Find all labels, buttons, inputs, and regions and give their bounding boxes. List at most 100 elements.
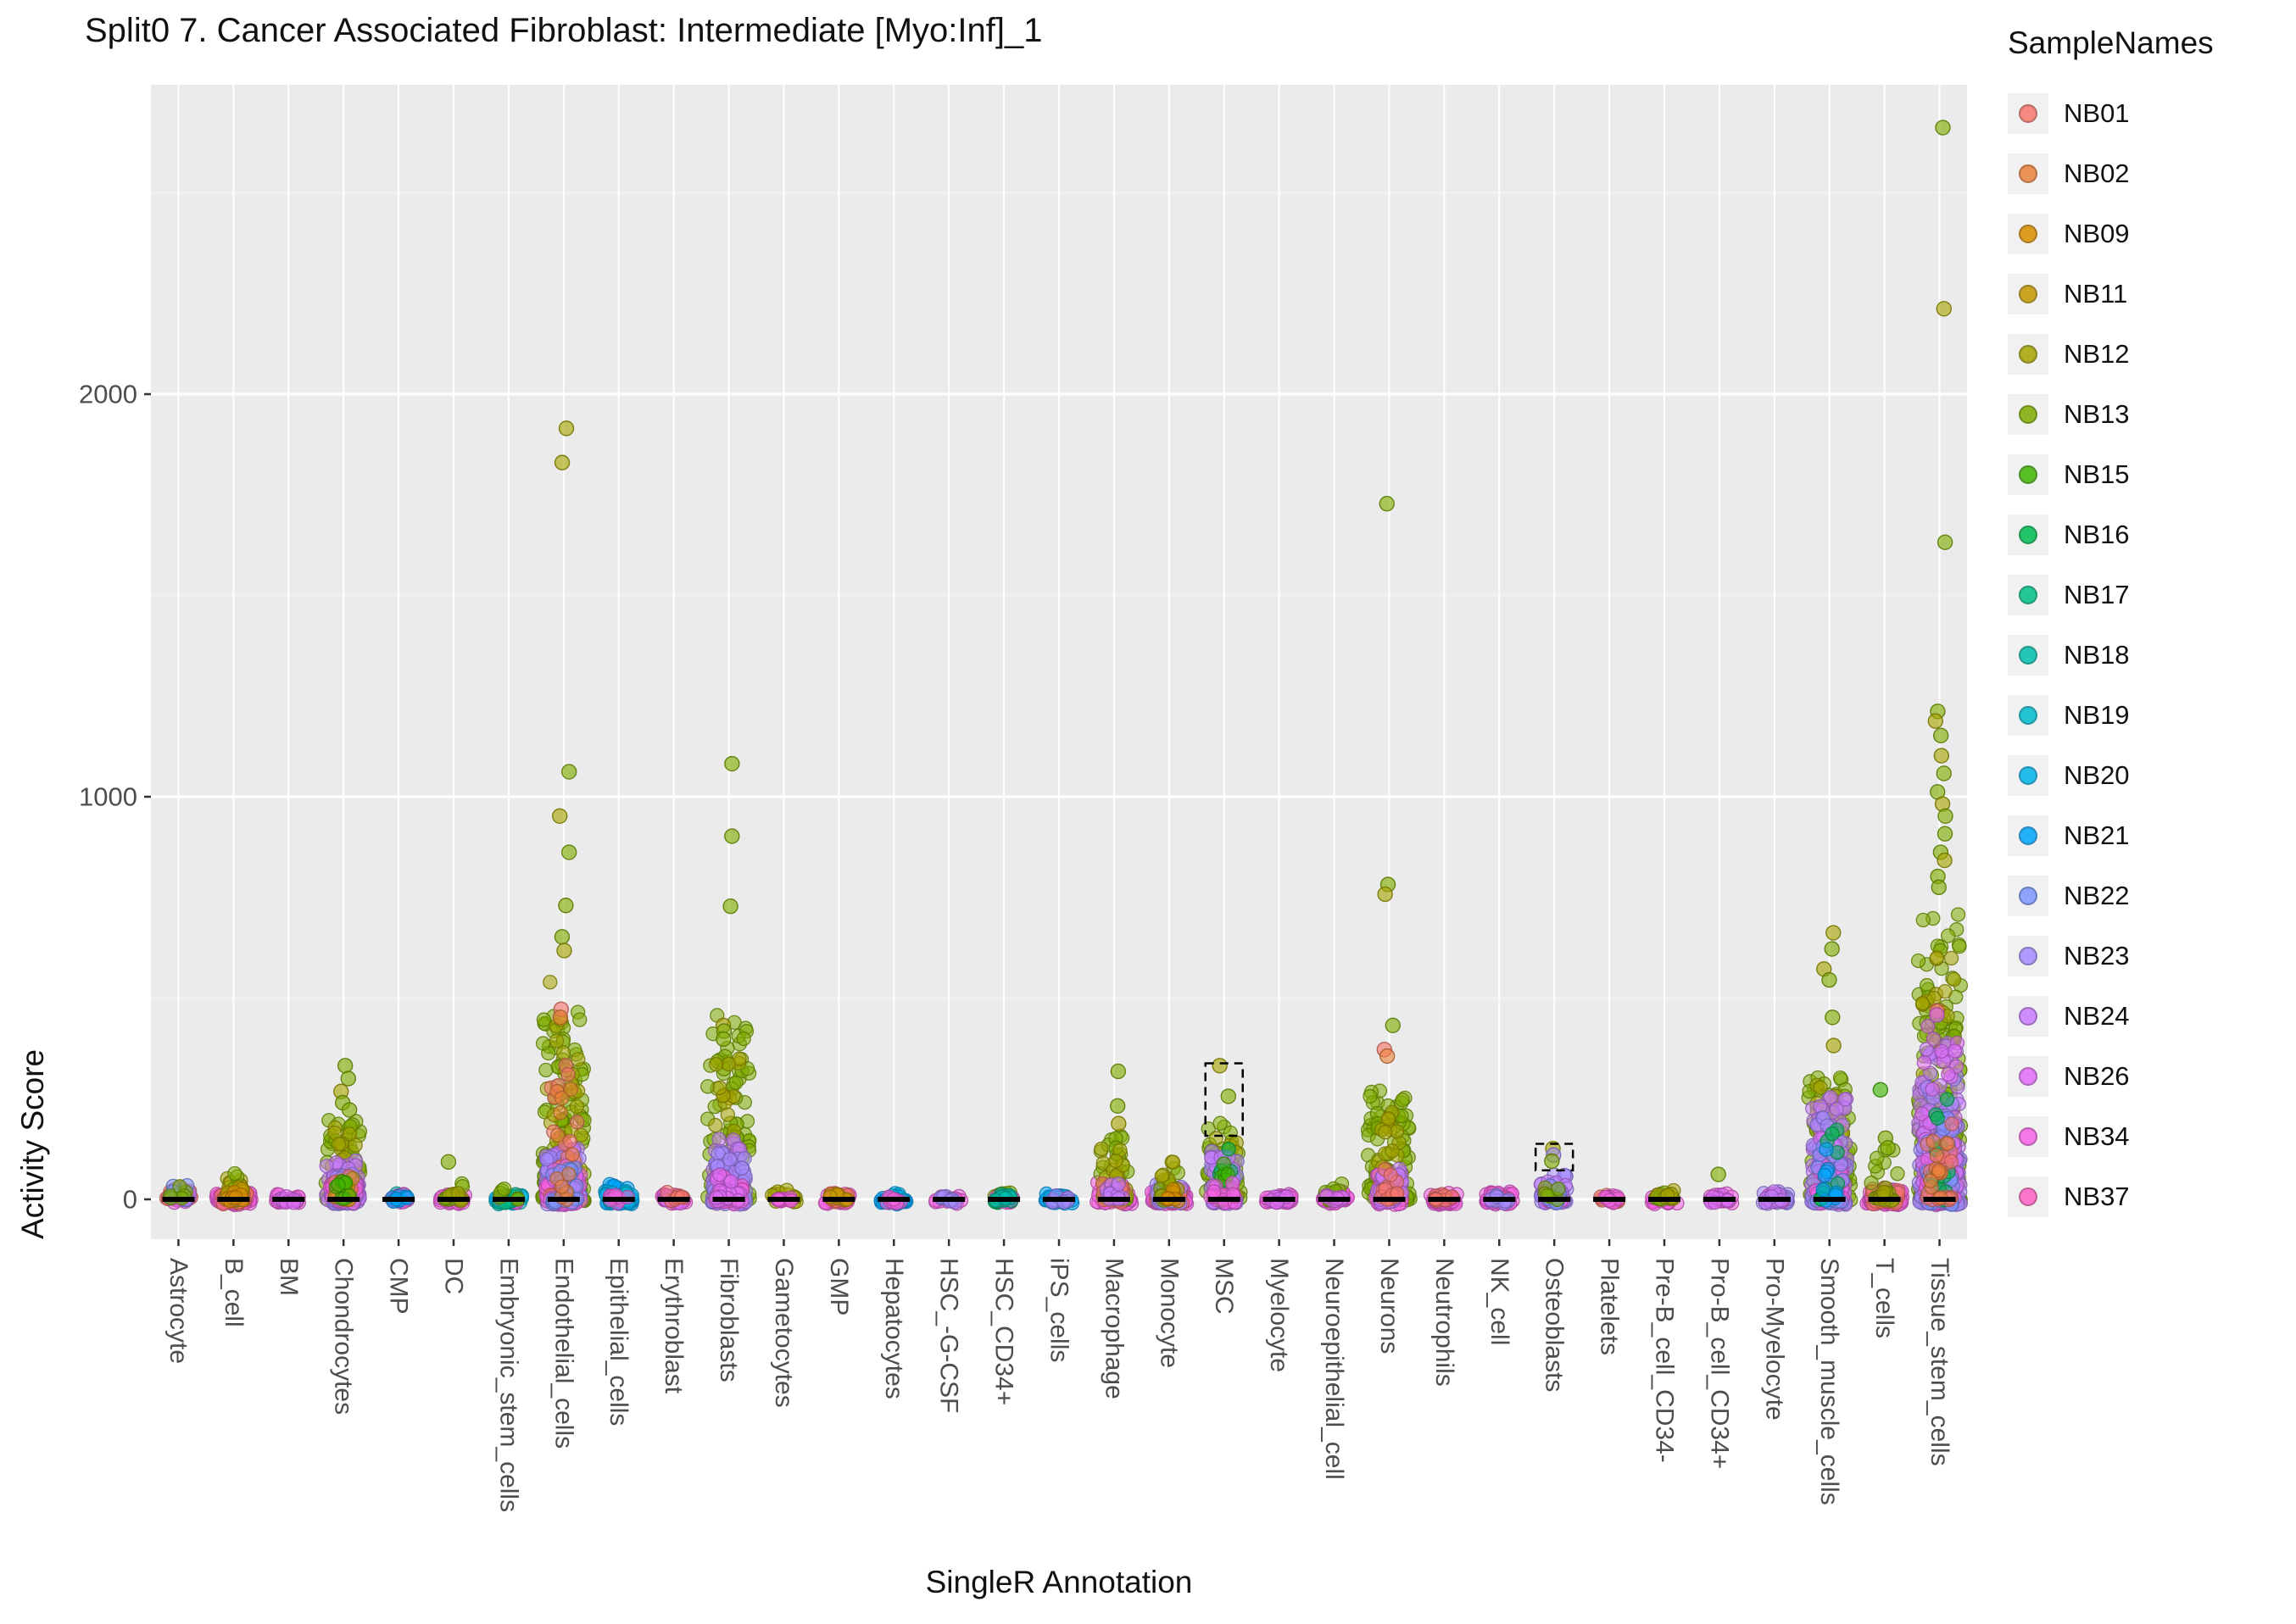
outlier-point	[552, 808, 568, 824]
x-axis-ticks: Astrocyte B_cell BM Chondrocytes CMP DC Embryo…	[164, 1239, 1953, 1512]
legend-key	[2008, 393, 2048, 435]
legend-item: NB12	[2008, 324, 2293, 384]
legend-item: NB01	[2008, 83, 2293, 143]
outlier-point	[1936, 301, 1952, 317]
legend-item-label: NB37	[2064, 1181, 2130, 1211]
outlier-point	[561, 844, 577, 860]
legend-item-label: NB17	[2064, 579, 2130, 609]
legend-item-label: NB11	[2064, 278, 2128, 309]
zero-boxplot-bars	[162, 1197, 1956, 1202]
legend-items: NB01 NB02 NB09 NB11 NB12 NB13 NB15 NB16 NB17 NB18…	[2008, 83, 2293, 1226]
legend-item-label: NB02	[2064, 158, 2130, 188]
sample-color-dot	[2019, 826, 2037, 845]
x-tick-label: Epithelial_cells	[605, 1258, 633, 1426]
x-tick-label: CMP	[385, 1258, 413, 1315]
x-tick-label: Endothelial_cells	[549, 1258, 577, 1449]
legend-item-label: NB19	[2064, 699, 2130, 730]
legend-key	[2008, 694, 2048, 736]
legend-item: NB15	[2008, 444, 2293, 504]
x-tick-label: Erythroblast	[660, 1258, 688, 1394]
outlier-point	[1111, 1115, 1127, 1132]
sample-color-dot	[2019, 404, 2037, 424]
outlier-point	[724, 828, 740, 844]
outlier-point	[440, 1154, 457, 1171]
x-tick-label: Hepatocytes	[880, 1258, 908, 1399]
sample-color-dot	[2019, 1187, 2037, 1206]
sample-color-dot	[2019, 464, 2037, 484]
legend-item-label: NB18	[2064, 639, 2130, 670]
outlier-point	[558, 898, 574, 914]
x-tick-label: Neuroepithelial_cell	[1320, 1258, 1348, 1480]
legend-item: NB20	[2008, 745, 2293, 805]
legend-key	[2008, 213, 2048, 254]
dashed-box-annotation	[1204, 1062, 1244, 1137]
outlier-point	[1937, 808, 1953, 824]
sample-color-dot	[2019, 765, 2037, 785]
outlier-point	[1379, 496, 1395, 512]
x-tick-label: T_cells	[1870, 1258, 1898, 1338]
outlier-point	[1936, 765, 1952, 781]
legend-key	[2008, 92, 2048, 134]
legend-item-label: NB20	[2064, 759, 2130, 790]
legend-item: NB26	[2008, 1046, 2293, 1106]
x-tick-label: MSC	[1210, 1258, 1238, 1315]
outlier-point	[556, 943, 572, 959]
sample-color-dot	[2019, 1006, 2037, 1026]
legend-key	[2008, 754, 2048, 796]
sample-color-dot	[2019, 1066, 2037, 1086]
legend-item: NB13	[2008, 384, 2293, 444]
legend-key	[2008, 273, 2048, 314]
outlier-point	[1937, 534, 1953, 550]
outlier-point	[1937, 852, 1953, 869]
outlier-point	[1933, 748, 1950, 764]
legend-key	[2008, 1115, 2048, 1157]
legend: SampleNames NB01 NB02 NB09 NB11 NB12 NB13 NB15…	[2008, 25, 2293, 1226]
y-tick-label: 1000	[79, 782, 137, 812]
legend-item-label: NB21	[2064, 820, 2130, 850]
x-axis-label: SingleR Annotation	[925, 1565, 1193, 1599]
legend-item: NB16	[2008, 504, 2293, 565]
legend-key	[2008, 935, 2048, 976]
x-tick-label: Neurons	[1375, 1258, 1403, 1354]
legend-item-label: NB09	[2064, 218, 2130, 248]
outlier-point	[1379, 1048, 1396, 1065]
x-tick-label: Monocyte	[1155, 1258, 1183, 1368]
outlier-point	[716, 1031, 732, 1048]
x-tick-label: Pro-Myelocyte	[1760, 1258, 1788, 1421]
legend-item: NB37	[2008, 1166, 2293, 1226]
outlier-point	[1825, 925, 1842, 941]
y-tick-label: 0	[123, 1185, 137, 1215]
legend-item: NB24	[2008, 986, 2293, 1046]
outlier-point	[1824, 941, 1840, 957]
legend-item: NB18	[2008, 625, 2293, 685]
outlier-point	[552, 1009, 569, 1026]
x-tick-label: Astrocyte	[164, 1258, 192, 1364]
x-tick-label: Macrophage	[1100, 1258, 1128, 1399]
sample-color-dot	[2019, 705, 2037, 725]
x-tick-label: Neutrophils	[1430, 1258, 1458, 1387]
outlier-point	[1109, 1098, 1126, 1115]
outlier-point	[1825, 1009, 1841, 1026]
outlier-point	[1932, 727, 1949, 743]
legend-item-label: NB12	[2064, 338, 2130, 369]
outlier-point	[1212, 1058, 1228, 1074]
x-tick-label: NK_cell	[1485, 1258, 1513, 1345]
legend-item-label: NB01	[2064, 97, 2130, 128]
outlier-point	[558, 420, 575, 437]
x-tick-label: GMP	[825, 1258, 853, 1315]
outlier-point	[1825, 1037, 1842, 1054]
y-tick-label: 2000	[79, 380, 137, 409]
legend-item: NB09	[2008, 203, 2293, 264]
x-tick-label: Pre-B_cell_CD34-	[1651, 1258, 1679, 1463]
x-tick-label: Fibroblasts	[715, 1258, 743, 1382]
outlier-point	[554, 454, 571, 470]
sample-color-dot	[2019, 886, 2037, 905]
outlier-point	[1544, 1153, 1560, 1170]
chart-title: Split0 7. Cancer Associated Fibroblast: …	[85, 12, 1043, 49]
legend-title: SampleNames	[2008, 25, 2214, 60]
legend-key	[2008, 153, 2048, 194]
legend-key	[2008, 815, 2048, 856]
outlier-point	[1710, 1166, 1726, 1182]
legend-item-label: NB15	[2064, 459, 2130, 489]
